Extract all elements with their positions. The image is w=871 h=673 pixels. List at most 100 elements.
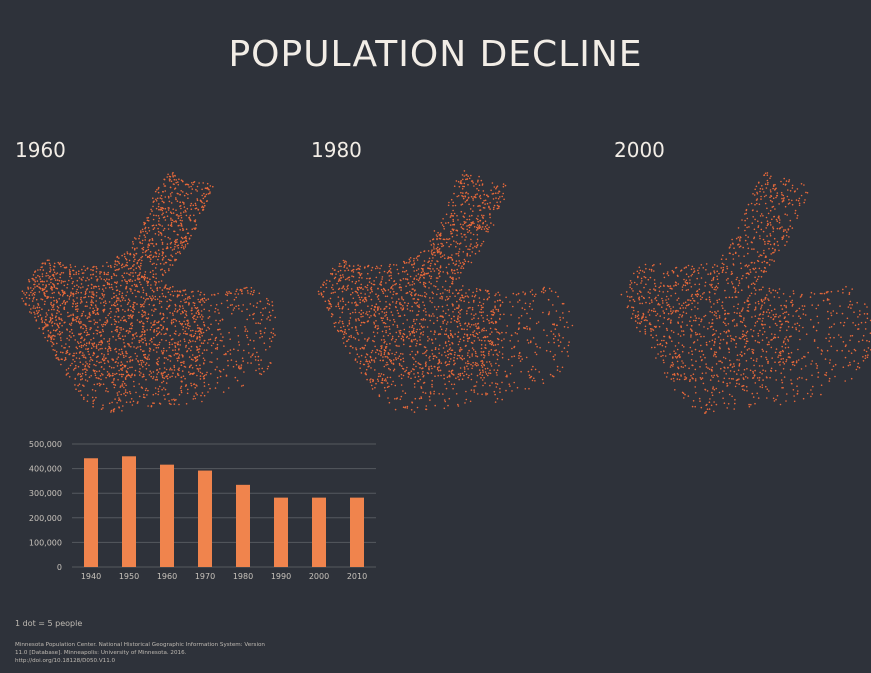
population-dot (238, 367, 241, 370)
population-dot (34, 316, 36, 319)
population-dot (170, 254, 172, 256)
population-dot (432, 257, 434, 259)
population-dot (226, 294, 229, 297)
population-dot (76, 317, 78, 320)
population-dot (58, 263, 60, 265)
population-dot (220, 333, 222, 335)
population-dot (445, 238, 448, 240)
population-dot (125, 264, 127, 266)
population-dot (260, 373, 263, 376)
population-dot (159, 197, 162, 199)
population-dot (496, 353, 498, 355)
population-dot (38, 291, 41, 293)
population-dot (50, 338, 53, 340)
population-dot (94, 374, 97, 377)
population-dot (72, 355, 74, 357)
population-dot (509, 372, 512, 375)
population-dot (192, 329, 194, 332)
population-dot (462, 224, 464, 226)
population-dot (731, 296, 734, 299)
population-dot (118, 399, 120, 402)
population-dot (463, 185, 465, 188)
population-dot (61, 302, 64, 305)
population-dot (170, 241, 173, 244)
population-dot (187, 327, 190, 330)
population-dot (418, 304, 420, 306)
population-dot (497, 331, 500, 334)
population-dot (145, 292, 148, 295)
population-dot (140, 231, 142, 234)
population-dot (462, 261, 464, 264)
population-dot (270, 331, 273, 334)
population-dot (482, 317, 484, 319)
population-dot (71, 362, 73, 365)
population-dot (366, 360, 369, 363)
population-dot (493, 369, 495, 371)
population-dot (101, 358, 104, 361)
population-dot (132, 314, 134, 317)
population-dot (420, 251, 422, 254)
population-dot (374, 315, 377, 317)
population-dot (260, 332, 262, 335)
population-dot (471, 222, 473, 225)
population-dot (161, 209, 164, 212)
population-dot (438, 249, 440, 251)
population-dot (477, 215, 479, 217)
population-dot (160, 234, 163, 236)
population-dot (783, 229, 785, 231)
population-dot (323, 281, 325, 283)
population-dot (229, 338, 231, 340)
population-dot (394, 398, 396, 400)
population-dot (409, 353, 411, 356)
population-dot (558, 334, 561, 337)
population-dot (171, 312, 174, 315)
population-dot (497, 192, 499, 194)
population-dot (446, 296, 448, 298)
population-dot (153, 290, 155, 293)
population-dot (194, 227, 197, 230)
population-dot (475, 288, 478, 290)
population-dot (154, 295, 157, 298)
population-dot (174, 258, 176, 261)
population-dot (766, 235, 768, 237)
population-dot (79, 390, 82, 392)
population-dot (59, 294, 62, 296)
population-dot (785, 180, 788, 182)
population-dot (114, 269, 117, 272)
population-dot (639, 322, 641, 325)
population-dot (122, 367, 124, 369)
population-dot (490, 321, 493, 324)
population-dot (373, 283, 376, 286)
population-dot (28, 279, 30, 281)
population-dot (486, 318, 488, 321)
population-dot (155, 207, 158, 210)
population-dot (42, 269, 45, 271)
population-dot (463, 357, 465, 360)
population-dot (200, 342, 203, 344)
population-dot (144, 227, 146, 230)
population-dot (183, 247, 185, 250)
population-dot (114, 260, 117, 262)
population-dot (567, 326, 569, 329)
population-dot (659, 304, 661, 306)
population-dot (370, 359, 373, 362)
population-dot (197, 368, 200, 370)
population-dot (147, 246, 149, 248)
population-dot (93, 312, 95, 314)
population-dot (497, 308, 499, 311)
population-dot (505, 331, 507, 334)
population-dot (142, 276, 145, 279)
population-dot (207, 326, 209, 329)
population-dot (384, 378, 387, 380)
population-dot (128, 374, 130, 377)
population-dot (137, 401, 139, 403)
population-dot (159, 262, 162, 265)
population-dot (409, 260, 411, 262)
population-dot (99, 348, 101, 350)
population-dot (469, 254, 471, 257)
population-dot (177, 341, 179, 343)
population-dot (403, 314, 406, 316)
population-dot (50, 281, 52, 284)
population-dot (214, 294, 216, 296)
population-dot (129, 305, 132, 308)
